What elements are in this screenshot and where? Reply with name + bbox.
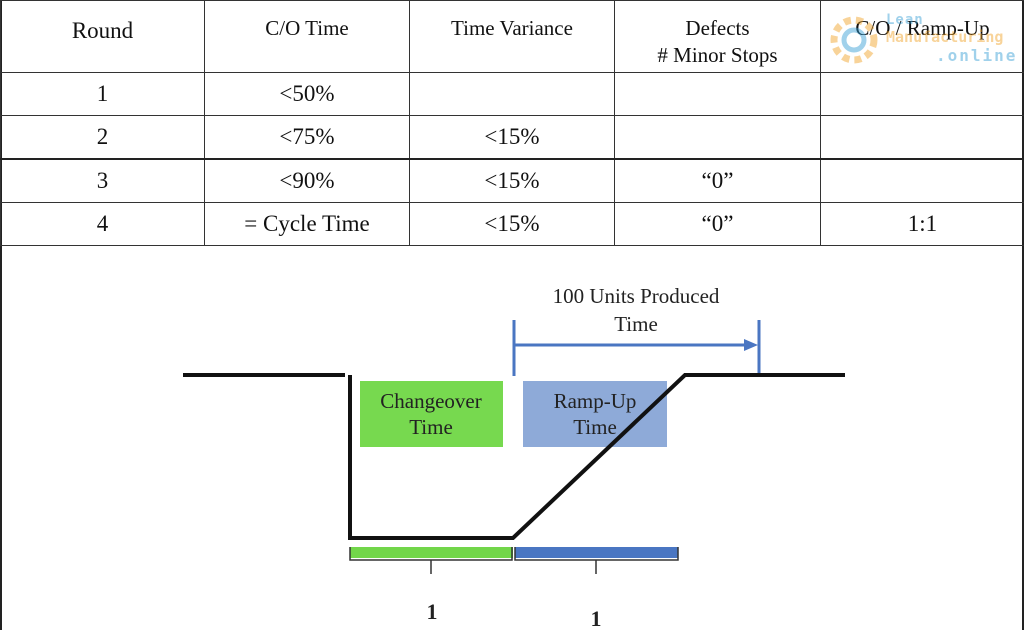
rampup-time-label: Time <box>573 415 617 439</box>
production-profile-line <box>348 373 845 540</box>
changeover-duration-bar <box>350 547 513 558</box>
rampup-ratio-label: 1 <box>591 606 602 630</box>
cell-time-variance <box>409 72 615 116</box>
cell-defects: “0” <box>614 202 821 246</box>
cell-defects: “0” <box>614 158 821 203</box>
cell-co-rampup <box>820 72 1024 116</box>
arrow-head-icon <box>744 339 758 351</box>
cell-round: 3 <box>0 158 205 203</box>
header-co-rampup: C/O / Ramp-Up <box>820 0 1024 73</box>
table-row: 1 <50% <box>0 72 1024 116</box>
changeover-time-label: Time <box>409 415 453 439</box>
cell-defects <box>614 72 821 116</box>
header-round: Round <box>0 0 205 73</box>
changeover-time-box <box>360 381 503 447</box>
cell-co-rampup: 1:1 <box>820 202 1024 246</box>
cell-round: 4 <box>0 202 205 246</box>
table-row: 2 <75% <15% <box>0 115 1024 160</box>
rampup-brace <box>514 547 679 574</box>
table-header-row: Round C/O Time Time Variance Defects # M… <box>0 0 1024 73</box>
changeover-ratio-label: 1 <box>427 599 438 624</box>
cell-time-variance: <15% <box>409 158 615 203</box>
changeover-brace <box>349 547 513 574</box>
cell-time-variance: <15% <box>409 115 615 160</box>
header-co-time: C/O Time <box>204 0 410 73</box>
changeover-label: Changeover <box>380 389 481 413</box>
cell-co-time: <50% <box>204 72 410 116</box>
rampup-duration-bar <box>515 547 678 558</box>
cell-co-time: = Cycle Time <box>204 202 410 246</box>
cell-round: 2 <box>0 115 205 160</box>
cell-co-time: <90% <box>204 158 410 203</box>
table-row: 4 = Cycle Time <15% “0” 1:1 <box>0 202 1024 246</box>
cell-co-time: <75% <box>204 115 410 160</box>
table-row: 3 <90% <15% “0” <box>0 158 1024 203</box>
changeover-targets-table: Round C/O Time Time Variance Defects # M… <box>0 0 1024 246</box>
header-defects: Defects # Minor Stops <box>614 0 821 73</box>
rampup-label: Ramp-Up <box>554 389 637 413</box>
units-produced-label: 100 Units Produced <box>553 284 720 308</box>
cell-co-rampup <box>820 158 1024 203</box>
header-time-variance: Time Variance <box>409 0 615 73</box>
time-label: Time <box>614 312 658 336</box>
cell-defects <box>614 115 821 160</box>
cell-time-variance: <15% <box>409 202 615 246</box>
